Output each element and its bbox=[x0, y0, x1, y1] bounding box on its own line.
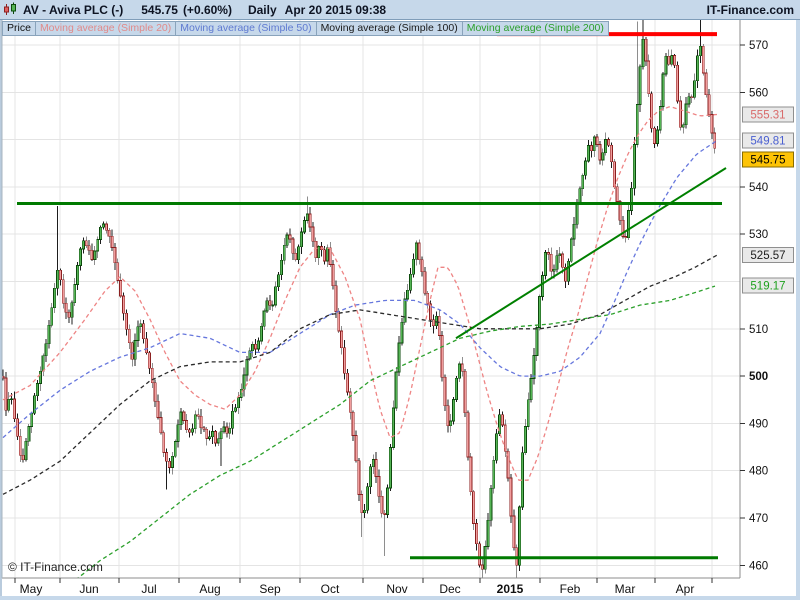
price-tick-label: 490 bbox=[749, 418, 768, 430]
axis-frame bbox=[1, 20, 741, 579]
candlestick-series bbox=[2, 20, 717, 578]
bottom-edge bbox=[0, 596, 800, 600]
month-label-Nov: Nov bbox=[386, 582, 407, 596]
svg-text:545.75: 545.75 bbox=[750, 155, 785, 167]
price-tick-label: 540 bbox=[749, 182, 768, 194]
svg-text:549.81: 549.81 bbox=[750, 135, 785, 147]
ma-line-simple-100 bbox=[2, 254, 718, 495]
svg-text:519.17: 519.17 bbox=[750, 280, 785, 292]
month-label-Feb: Feb bbox=[560, 582, 581, 596]
month-label-Mar: Mar bbox=[615, 582, 636, 596]
svg-text:555.31: 555.31 bbox=[750, 109, 785, 121]
time-axis: May Jun Jul Aug Sep Oct Nov Dec 2015 Feb Mar Apr bbox=[14, 578, 713, 596]
price-tick-label: 560 bbox=[749, 87, 768, 99]
month-label-Jun: Jun bbox=[79, 582, 98, 596]
price-axis: 570 560 540 530 510 500 490 480 470 460 555.31 549.… bbox=[740, 40, 794, 572]
month-label-Oct: Oct bbox=[321, 582, 340, 596]
right-edge bbox=[796, 20, 800, 600]
datetime-label: Apr 20 2015 09:38 bbox=[284, 2, 387, 17]
month-label-2015: 2015 bbox=[497, 582, 524, 596]
timeframe-label: Daily bbox=[247, 2, 277, 17]
price-badge-525.57: 525.57 bbox=[742, 247, 794, 264]
legend-bar: Price Moving average (Simple 20) Moving av… bbox=[2, 21, 609, 36]
price-tick-label: 530 bbox=[749, 229, 768, 241]
legend-item-price[interactable]: Price bbox=[2, 21, 36, 36]
price-tick-label: 470 bbox=[749, 513, 768, 525]
price-badge-555.31: 555.31 bbox=[742, 106, 794, 123]
price-badge-549.81: 549.81 bbox=[742, 132, 794, 149]
month-label-Apr: Apr bbox=[676, 582, 695, 596]
price-change: (+0.60%) bbox=[182, 2, 232, 17]
svg-text:525.57: 525.57 bbox=[750, 250, 785, 262]
legend-item-moving-average-simple-100[interactable]: Moving average (Simple 100) bbox=[316, 21, 463, 36]
price-tick-label: 570 bbox=[749, 40, 768, 52]
price-tick-label: 480 bbox=[749, 466, 768, 478]
left-edge bbox=[0, 20, 2, 600]
gridlines bbox=[2, 20, 740, 578]
ma-line-simple-20 bbox=[2, 106, 718, 481]
ma-line-simple-200 bbox=[76, 285, 716, 578]
brand-label: IT-Finance.com bbox=[706, 2, 794, 17]
instrument-title: AV - Aviva PLC (-) bbox=[23, 2, 124, 17]
price-tick-label: 500 bbox=[749, 371, 768, 383]
month-label-Jul: Jul bbox=[141, 582, 156, 596]
price-badge-519.17: 519.17 bbox=[742, 277, 794, 294]
legend-item-moving-average-simple-50[interactable]: Moving average (Simple 50) bbox=[176, 21, 317, 36]
legend-item-moving-average-simple-20[interactable]: Moving average (Simple 20) bbox=[35, 21, 177, 36]
green-uptrend[interactable] bbox=[455, 167, 727, 340]
month-label-Sep: Sep bbox=[259, 582, 281, 596]
month-label-May: May bbox=[20, 582, 43, 596]
header-bar: AV - Aviva PLC (-) 545.75 (+0.60%) Daily… bbox=[0, 0, 800, 20]
month-label-Dec: Dec bbox=[439, 582, 460, 596]
price-tick-label: 460 bbox=[749, 560, 768, 572]
last-price: 545.75 bbox=[141, 2, 178, 17]
legend-item-moving-average-simple-200[interactable]: Moving average (Simple 200) bbox=[462, 21, 609, 36]
watermark: © IT-Finance.com bbox=[8, 560, 103, 574]
price-tick-label: 510 bbox=[749, 324, 768, 336]
candlestick-logo-icon bbox=[4, 2, 16, 15]
moving-average-lines bbox=[2, 106, 718, 578]
price-badge-545.75: 545.75 bbox=[742, 151, 794, 168]
month-label-Aug: Aug bbox=[199, 582, 220, 596]
ma-line-simple-50 bbox=[2, 139, 718, 439]
